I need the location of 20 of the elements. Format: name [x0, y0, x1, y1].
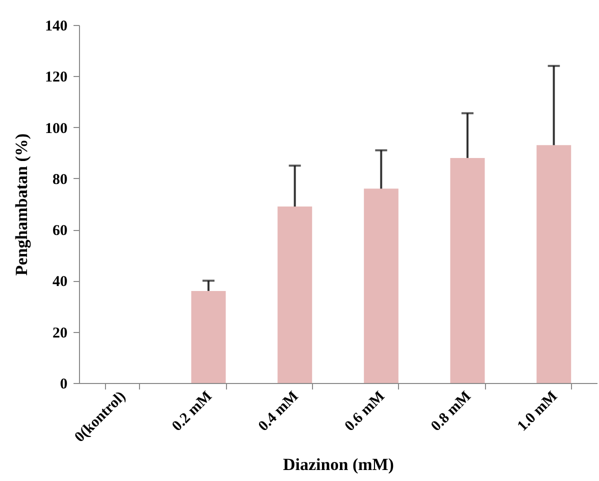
bar [191, 290, 226, 383]
bar [364, 188, 398, 383]
x-tick-label: 0.4 mM [256, 388, 302, 435]
x-tick-label: 0.6 mM [342, 388, 388, 435]
y-axis-title: Penghambatan (%) [12, 133, 31, 276]
y-tick-label: 80 [52, 172, 68, 188]
y-tick-label: 0 [60, 376, 68, 392]
bar [536, 145, 572, 383]
y-tick-label: 20 [52, 325, 68, 342]
y-tick-label: 100 [45, 120, 68, 137]
y-tick-label: 60 [52, 223, 68, 240]
x-tick-label: 0.8 mM [428, 388, 474, 435]
y-tick-label: 40 [52, 274, 68, 290]
y-tick-label: 140 [45, 18, 68, 34]
bar [450, 158, 485, 383]
x-tick-label: 0.2 mM [169, 388, 216, 435]
x-axis-title: Diazinon (mM) [283, 454, 394, 474]
bar [278, 206, 312, 383]
x-tick-label: 1.0 mM [514, 388, 561, 435]
y-tick-label: 120 [45, 70, 68, 86]
